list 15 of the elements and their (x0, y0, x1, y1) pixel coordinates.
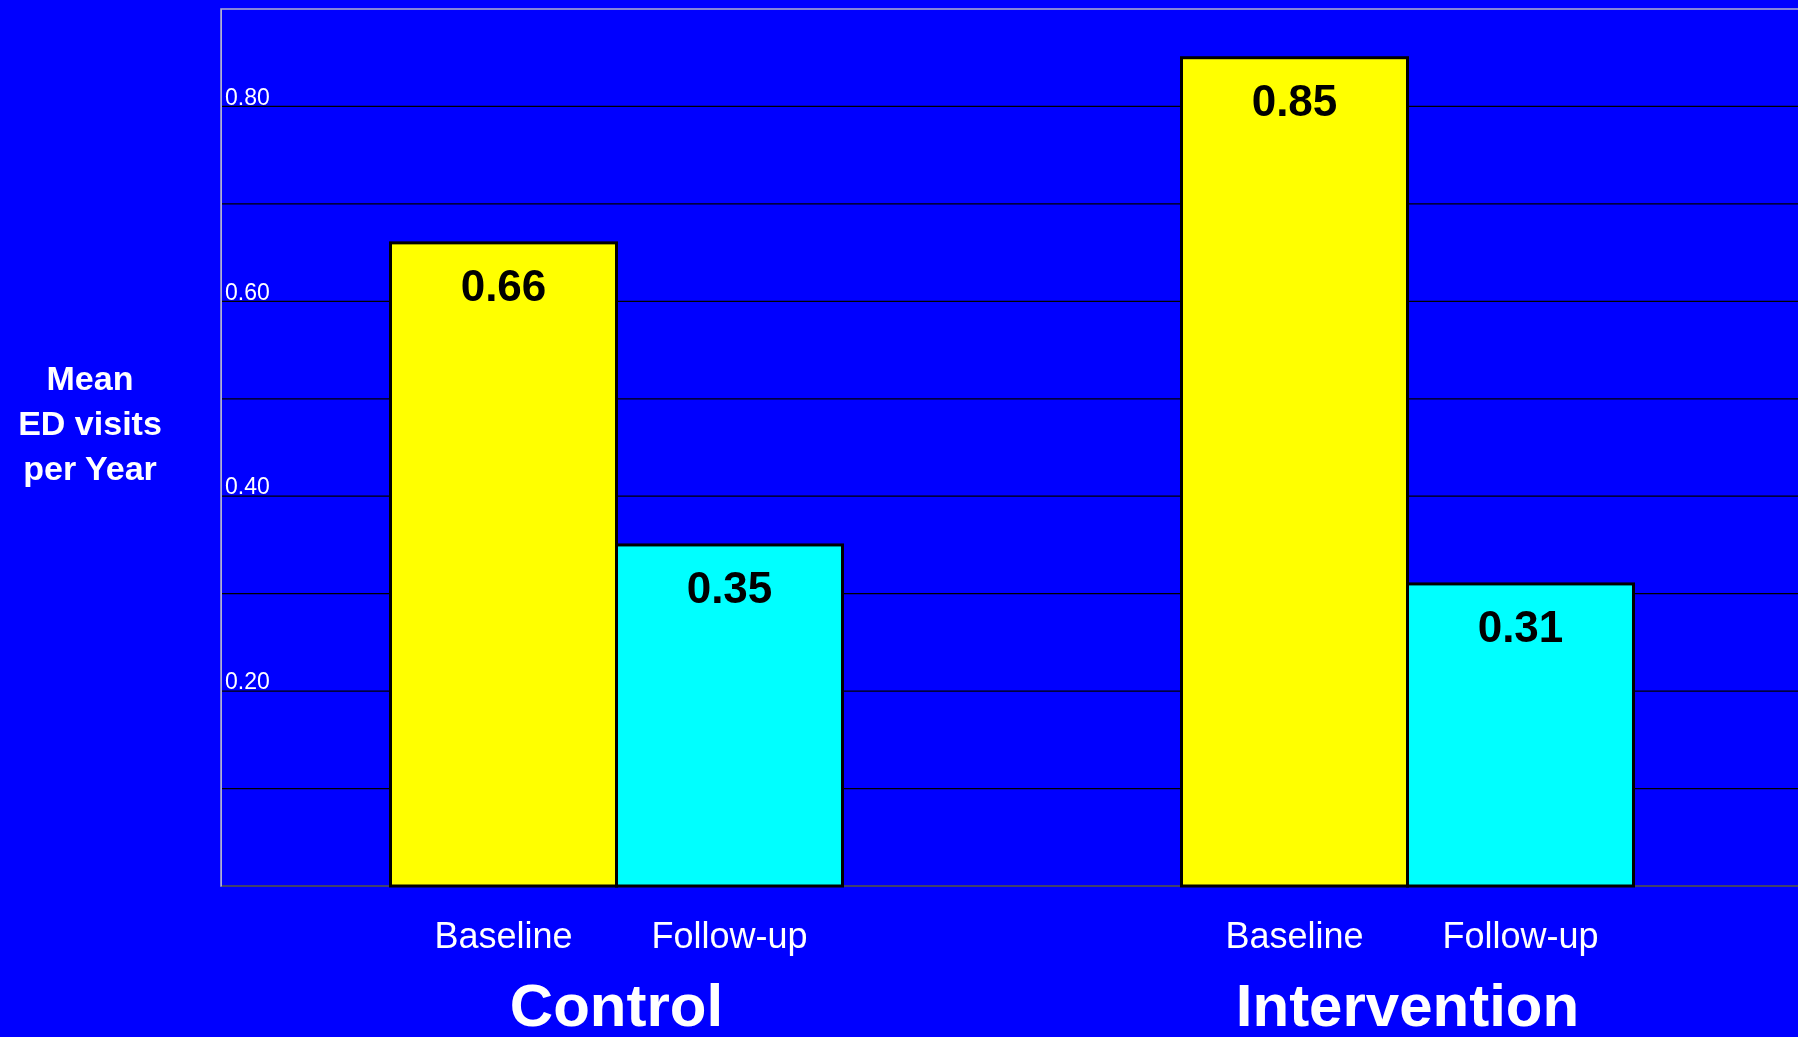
y-tick-label: 0.40 (225, 473, 270, 500)
y-tick-label: 0.80 (225, 83, 270, 110)
data-label: 0.35 (686, 562, 773, 612)
data-label: 0.66 (460, 260, 547, 310)
text: Follow-up (1442, 915, 1599, 956)
text: Baseline (1225, 915, 1364, 956)
data-label: 0.31 (1477, 601, 1564, 651)
x-tick-label: Intervention (1235, 972, 1580, 1037)
y-axis-title: Mean ED visits per Year (18, 359, 162, 487)
data-label: 0.85 (1251, 75, 1338, 125)
y-tick-label: 0.60 (225, 278, 270, 305)
y-tick-label: 0.20 (225, 668, 270, 695)
series-label: Follow-up (651, 915, 808, 956)
x-tick-label: Control (509, 972, 724, 1037)
series-label: Baseline (434, 915, 573, 956)
